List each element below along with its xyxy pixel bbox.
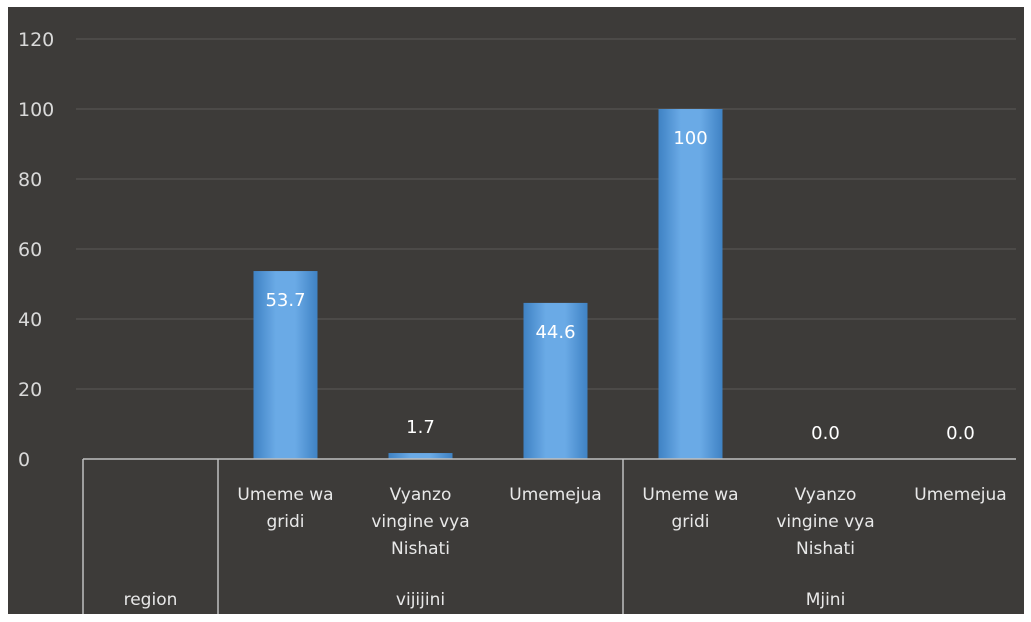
x-tick-label: Nishati [391, 539, 450, 559]
bar [253, 271, 318, 459]
data-label: 0.0 [811, 423, 840, 444]
bar [658, 109, 723, 459]
corner-label: region [124, 590, 178, 610]
x-tick-label: Umeme wa [642, 485, 738, 505]
x-tick-label: Umemejua [509, 485, 601, 505]
x-tick-label: Nishati [796, 539, 855, 559]
y-tick-label: 60 [18, 239, 42, 261]
y-tick-label: 20 [18, 379, 42, 401]
data-label: 100 [673, 128, 707, 149]
x-tick-label: gridi [671, 512, 709, 532]
bar [523, 302, 588, 459]
data-label: 0.0 [946, 423, 975, 444]
x-tick-label: Umemejua [914, 485, 1006, 505]
x-tick-label: Vyanzo [795, 485, 857, 505]
bar-chart: 0 20 40 60 80 100 120 53.7 1.7 44.6 100 0.0 0.0 Ume… [18, 29, 1016, 614]
data-label: 44.6 [535, 322, 575, 343]
y-tick-label: 100 [18, 99, 54, 121]
x-tick-label: vingine vya [371, 512, 469, 532]
x-tick-label: Vyanzo [390, 485, 452, 505]
x-tick-label: gridi [266, 512, 304, 532]
y-tick-label: 40 [18, 309, 42, 331]
group-label: vijijini [396, 590, 445, 610]
y-tick-label: 80 [18, 169, 42, 191]
x-tick-label: Umeme wa [237, 485, 333, 505]
y-tick-label: 120 [18, 29, 54, 51]
chart-area: 0 20 40 60 80 100 120 53.7 1.7 44.6 100 0.0 0.0 Ume… [8, 7, 1024, 614]
data-label: 1.7 [406, 417, 435, 438]
bar [388, 453, 453, 459]
group-label: Mjini [806, 590, 846, 610]
data-label: 53.7 [265, 290, 305, 311]
x-tick-label: vingine vya [776, 512, 874, 532]
y-tick-label: 0 [18, 449, 30, 471]
